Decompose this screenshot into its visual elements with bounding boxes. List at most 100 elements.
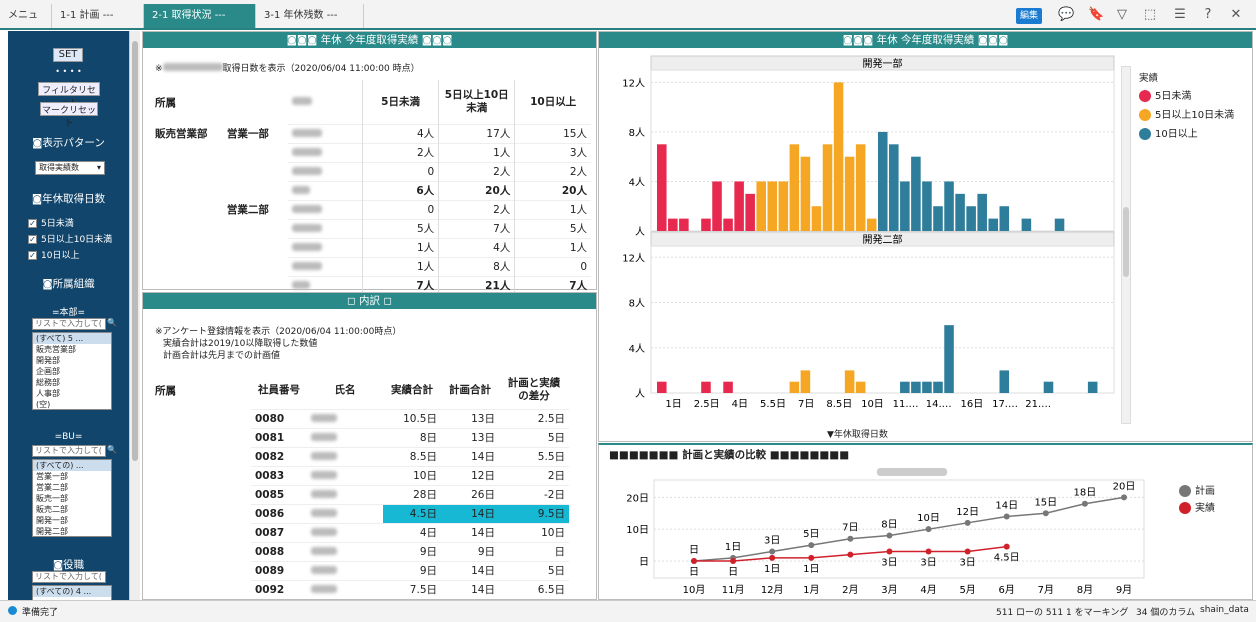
bar[interactable] bbox=[1087, 381, 1098, 393]
menu-icon[interactable]: ☰ bbox=[1174, 7, 1186, 22]
data-point[interactable] bbox=[847, 551, 854, 558]
bar[interactable] bbox=[756, 181, 766, 231]
table-row[interactable]: 7人 21人 7人 bbox=[151, 275, 591, 295]
list-item[interactable]: (すべての) 4 ... bbox=[33, 586, 111, 597]
bar[interactable] bbox=[933, 381, 943, 393]
table-row[interactable]: 1人 8人 0 bbox=[151, 256, 591, 276]
bar[interactable] bbox=[944, 181, 954, 231]
tab-remaining[interactable]: 3-1 年休残数 ---Day bbox=[256, 4, 364, 45]
honbu-list[interactable]: (すべて) 5 ... 販売営業部 開発部 企画部 総務部 人事部 (空) bbox=[32, 332, 112, 410]
table-row[interactable]: 0080 10.5日 13日 2.5日 bbox=[151, 408, 569, 428]
tab-menu[interactable]: メニュー bbox=[0, 4, 52, 45]
bar[interactable] bbox=[977, 193, 987, 231]
table-row[interactable]: 0092 7.5日 14日 6.5日 bbox=[151, 579, 569, 599]
bar[interactable] bbox=[877, 131, 888, 231]
tab-plan[interactable]: 1-1 計画 --- Day bbox=[52, 4, 144, 45]
help-icon[interactable]: ? bbox=[1204, 7, 1212, 22]
bar[interactable] bbox=[999, 206, 1010, 231]
bar[interactable] bbox=[789, 381, 800, 393]
bar[interactable] bbox=[734, 181, 744, 231]
bar[interactable] bbox=[911, 156, 921, 231]
bar[interactable] bbox=[701, 381, 711, 393]
table-row[interactable]: 0087 4日 14日 10日 bbox=[151, 522, 569, 542]
bar[interactable] bbox=[900, 181, 910, 231]
bar[interactable] bbox=[701, 218, 711, 231]
data-point[interactable] bbox=[1003, 513, 1010, 520]
bar[interactable] bbox=[657, 144, 667, 231]
checkbox-5to10[interactable]: ✓ 5日以上10日未満 bbox=[28, 235, 113, 245]
chart-scrollbar[interactable] bbox=[1121, 66, 1131, 424]
bar[interactable] bbox=[855, 381, 866, 393]
table-row[interactable]: 0 2人 2人 bbox=[151, 161, 591, 181]
bar[interactable] bbox=[745, 193, 755, 231]
bar[interactable] bbox=[723, 218, 733, 231]
list-item[interactable]: 開発部 bbox=[36, 356, 60, 365]
bar[interactable] bbox=[811, 206, 822, 231]
list-item[interactable]: (すべての) ... bbox=[33, 460, 111, 471]
role-list[interactable]: (すべての) 4 ... bbox=[32, 585, 112, 600]
bu-search-input[interactable]: リストで入力して( bbox=[32, 445, 106, 457]
data-point[interactable] bbox=[808, 554, 815, 561]
bar[interactable] bbox=[866, 218, 877, 231]
status-marked[interactable]: 1 をマーキング bbox=[1066, 608, 1129, 618]
data-point[interactable] bbox=[1121, 494, 1127, 501]
filter-reset-button[interactable]: フィルタリセット bbox=[38, 82, 100, 109]
table-row[interactable]: 0086 4.5日 14日 9.5日 bbox=[151, 503, 569, 523]
set-button[interactable]: SET bbox=[53, 48, 83, 62]
legend-item[interactable]: 10日以上 bbox=[1139, 128, 1234, 147]
data-point[interactable] bbox=[925, 526, 932, 533]
data-point[interactable] bbox=[1042, 510, 1049, 517]
selection-icon[interactable]: ⬚ bbox=[1143, 7, 1157, 22]
list-item[interactable]: (空) bbox=[36, 400, 51, 409]
list-item[interactable]: 販売一部 bbox=[36, 494, 68, 503]
close-icon[interactable]: ✕ bbox=[1230, 7, 1242, 22]
honbu-search-input[interactable]: リストで入力して( bbox=[32, 318, 106, 330]
bookmark-icon[interactable]: 🔖 bbox=[1088, 7, 1105, 22]
data-point[interactable] bbox=[808, 542, 815, 549]
legend-item[interactable]: 実績 bbox=[1179, 502, 1215, 519]
bar[interactable] bbox=[833, 82, 844, 231]
bar[interactable] bbox=[944, 325, 954, 393]
bar[interactable] bbox=[988, 218, 999, 231]
list-item[interactable]: 営業一部 bbox=[36, 472, 68, 481]
bar[interactable] bbox=[789, 144, 800, 231]
bar[interactable] bbox=[955, 193, 965, 231]
bar[interactable] bbox=[1054, 218, 1065, 231]
table-row[interactable]: 6人 20人 20人 bbox=[151, 180, 591, 200]
list-item[interactable]: 企画部 bbox=[36, 367, 60, 376]
checkbox-10plus[interactable]: ✓ 10日以上 bbox=[28, 251, 80, 261]
bar[interactable] bbox=[933, 206, 943, 231]
bar[interactable] bbox=[657, 381, 667, 393]
list-item[interactable]: 人事部 bbox=[36, 389, 60, 398]
bar[interactable] bbox=[844, 156, 855, 231]
bar[interactable] bbox=[679, 218, 689, 231]
bar[interactable] bbox=[767, 181, 778, 231]
list-item[interactable]: 販売営業部 bbox=[36, 345, 76, 354]
data-point[interactable] bbox=[925, 548, 932, 555]
list-item[interactable]: 販売二部 bbox=[36, 505, 68, 514]
filter-icon[interactable]: ▽ bbox=[1117, 7, 1127, 22]
checkbox-lt5[interactable]: ✓ 5日未満 bbox=[28, 219, 74, 229]
table-row[interactable]: 5人 7人 5人 bbox=[151, 218, 591, 238]
bar[interactable] bbox=[800, 156, 811, 231]
bar[interactable] bbox=[911, 381, 921, 393]
display-pattern-select[interactable]: 取得実績数 ▾ bbox=[35, 161, 105, 175]
list-item[interactable]: 総務部 bbox=[36, 378, 60, 387]
status-table[interactable]: shain_data bbox=[1200, 605, 1249, 615]
bar[interactable] bbox=[668, 218, 678, 231]
table-row[interactable]: 0088 9日 9日日 bbox=[151, 541, 569, 561]
bar[interactable] bbox=[922, 181, 932, 231]
table-row[interactable]: 営業二部 0 2人 1人 bbox=[151, 199, 591, 219]
data-point[interactable] bbox=[769, 554, 776, 561]
bar[interactable] bbox=[778, 181, 789, 231]
data-point[interactable] bbox=[847, 535, 854, 542]
bu-list[interactable]: (すべての) ... 営業一部 営業二部 販売一部 販売二部 開発一部 開発二部 bbox=[32, 459, 112, 537]
table-row[interactable]: 2人 1人 3人 bbox=[151, 142, 591, 162]
table-row[interactable]: 0089 9日 14日 5日 bbox=[151, 560, 569, 580]
comment-icon[interactable]: 💬 bbox=[1058, 7, 1075, 22]
bar[interactable] bbox=[900, 381, 910, 393]
scrollbar-thumb[interactable] bbox=[1123, 207, 1129, 277]
tab-status[interactable]: 2-1 取得状況 --- Day bbox=[144, 4, 256, 45]
bar[interactable] bbox=[999, 370, 1010, 393]
legend-item[interactable]: 計画 bbox=[1179, 485, 1215, 502]
